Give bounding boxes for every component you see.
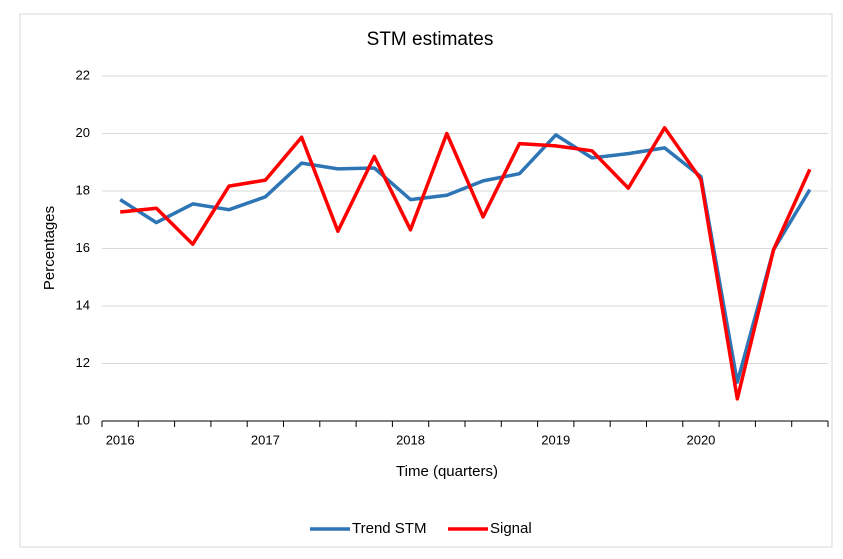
chart-border xyxy=(19,13,833,548)
y-axis-title: Percentages xyxy=(41,206,58,290)
x-tick-label: 2020 xyxy=(686,432,715,447)
chart-title: STM estimates xyxy=(367,29,494,50)
y-tick-label: 18 xyxy=(76,182,90,197)
y-tick-label: 10 xyxy=(76,412,90,427)
x-tick-label: 2017 xyxy=(251,432,280,447)
x-axis-title: Time (quarters) xyxy=(396,463,498,480)
series-line xyxy=(120,126,812,401)
y-tick-label: 12 xyxy=(76,355,90,370)
y-tick-label: 22 xyxy=(76,67,90,82)
x-tick-label: 2019 xyxy=(541,432,570,447)
legend-label: Signal xyxy=(490,520,532,537)
x-tick-label: 2018 xyxy=(396,432,425,447)
legend-label: Trend STM xyxy=(352,520,426,537)
y-tick-label: 16 xyxy=(76,240,90,255)
x-tick-label: 2016 xyxy=(106,432,135,447)
y-tick-label: 20 xyxy=(76,125,90,140)
y-tick-label: 14 xyxy=(76,297,90,312)
